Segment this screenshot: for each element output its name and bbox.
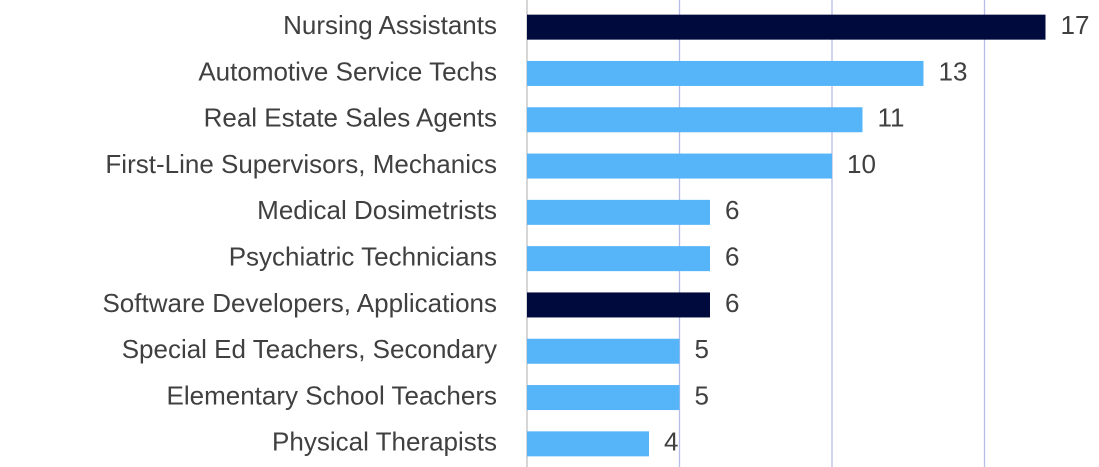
category-label: Special Ed Teachers, Secondary [122,334,497,364]
category-label: Medical Dosimetrists [257,195,497,225]
value-label: 17 [1061,10,1090,40]
bar [527,246,710,272]
category-label: Automotive Service Techs [198,56,497,86]
value-label: 11 [878,103,905,133]
value-label: 10 [847,149,876,179]
category-label: Real Estate Sales Agents [204,103,497,133]
category-label: Elementary School Teachers [167,380,497,410]
category-label: Nursing Assistants [283,10,497,40]
value-label: 5 [695,334,709,364]
bar [527,385,680,411]
bar [527,153,832,179]
bar [527,338,680,364]
bar [527,107,863,133]
value-label: 4 [664,427,678,457]
bar [527,292,710,318]
category-label: Physical Therapists [272,427,497,457]
value-label: 13 [939,56,968,86]
bar [527,14,1046,40]
bar [527,60,924,86]
category-label: Psychiatric Technicians [229,242,497,272]
value-label: 5 [695,380,709,410]
bar [527,431,649,457]
category-label: First-Line Supervisors, Mechanics [105,149,497,179]
value-label: 6 [725,288,739,318]
value-label: 6 [725,242,739,272]
category-label: Software Developers, Applications [102,288,497,318]
value-label: 6 [725,195,739,225]
bar [527,199,710,225]
